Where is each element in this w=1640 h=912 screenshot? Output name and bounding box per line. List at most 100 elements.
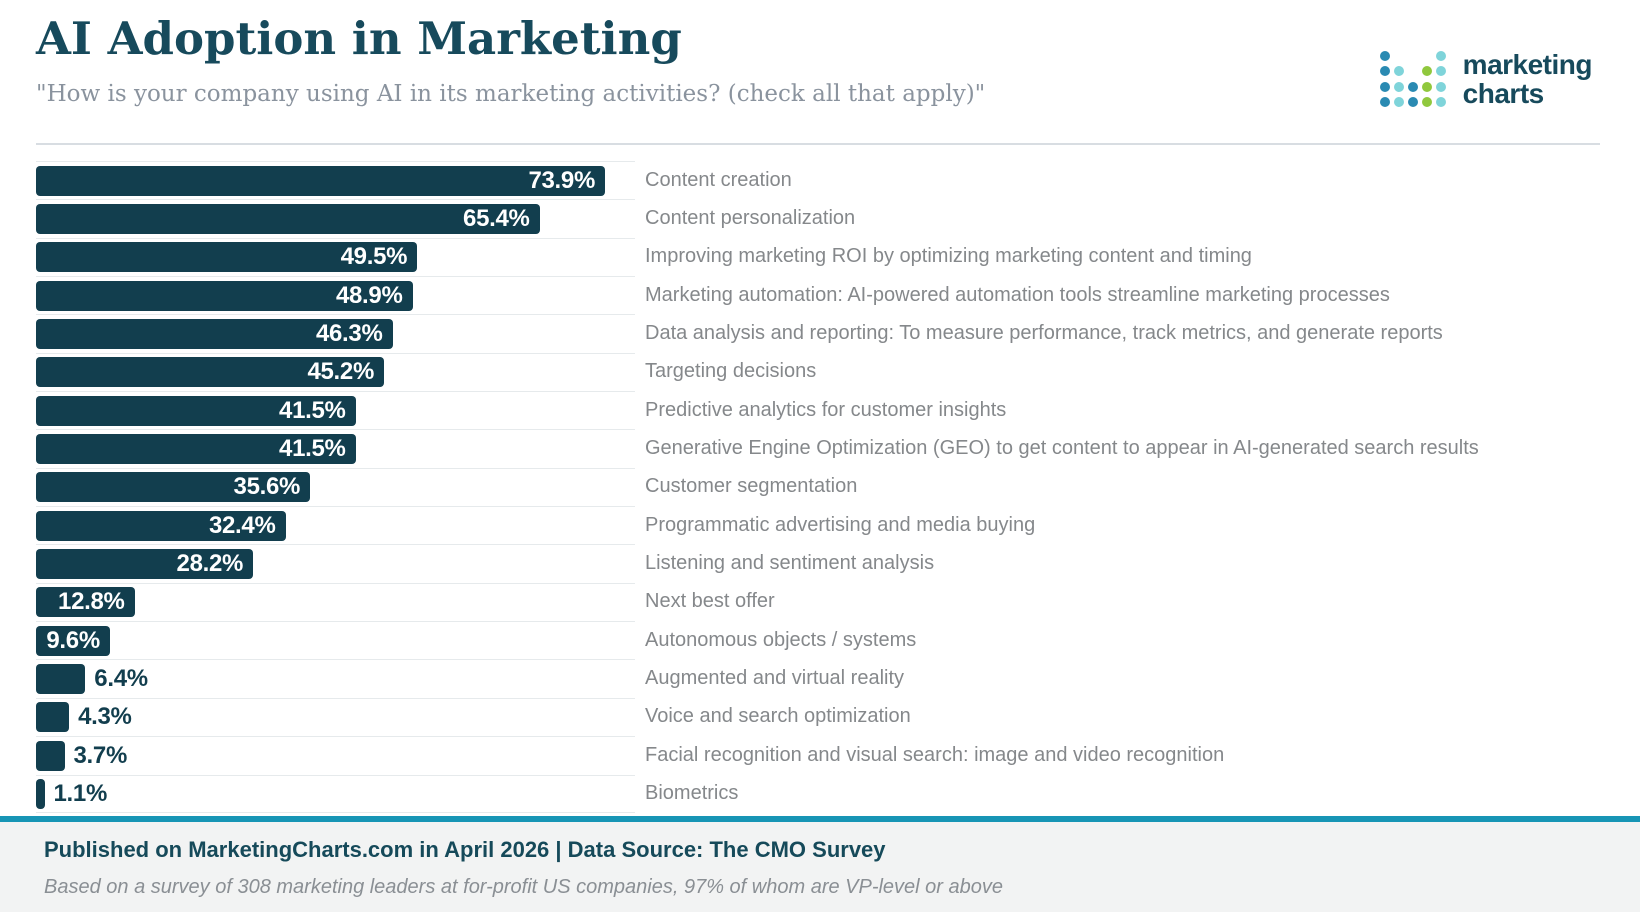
bar: 9.6%	[36, 625, 110, 656]
teal-dot-icon	[1435, 97, 1446, 108]
category-label: Content personalization	[645, 207, 856, 230]
chart-row: 28.2% Listening and sentiment analysis	[36, 544, 1600, 582]
bar-track: 28.2%	[36, 544, 635, 582]
chart-row: 32.4% Programmatic advertising and media …	[36, 506, 1600, 544]
bar-track: 1.1%	[36, 774, 635, 813]
bar-value-label: 48.9%	[335, 281, 403, 309]
chart-row: 4.3% Voice and search optimization	[36, 697, 1600, 736]
category-label: Improving marketing ROI by optimizing ma…	[645, 245, 1252, 268]
bar-track: 3.7%	[36, 736, 635, 774]
blue-dot-icon	[1379, 50, 1390, 61]
bar-value-label: 46.3%	[315, 320, 383, 348]
category-label: Programmatic advertising and media buyin…	[645, 513, 1036, 536]
logo-dots-icon	[1379, 50, 1446, 108]
chart-row: 73.9% Content creation	[36, 161, 1600, 199]
bar-value-label: 49.5%	[340, 243, 408, 271]
blue-dot-icon	[1379, 81, 1390, 92]
category-label: Voice and search optimization	[645, 705, 911, 728]
bar	[36, 778, 45, 809]
green-dot-icon	[1421, 97, 1432, 108]
chart-row: 45.2% Targeting decisions	[36, 352, 1600, 391]
chart-row: 1.1% Biometrics	[36, 774, 1600, 813]
bar-track: 73.9%	[36, 161, 635, 199]
bar-track: 49.5%	[36, 237, 635, 276]
bar-track: 48.9%	[36, 276, 635, 314]
empty-dot	[1394, 51, 1404, 61]
chart-subtitle: "How is your company using AI in its mar…	[36, 80, 986, 107]
blue-dot-icon	[1407, 97, 1418, 108]
empty-dot	[1422, 51, 1432, 61]
bar: 65.4%	[36, 204, 540, 235]
bar-value-label: 1.1%	[53, 779, 108, 807]
bar: 12.8%	[36, 587, 135, 618]
empty-dot	[1408, 66, 1418, 76]
category-label: Data analysis and reporting: To measure …	[645, 322, 1443, 345]
bar-value-label: 45.2%	[307, 358, 374, 386]
category-label: Autonomous objects / systems	[645, 628, 917, 651]
blue-dot-icon	[1379, 97, 1390, 108]
bar-value-label: 41.5%	[279, 435, 346, 463]
chart-row: 65.4% Content personalization	[36, 199, 1600, 237]
bar-value-label: 3.7%	[73, 741, 128, 769]
green-dot-icon	[1421, 81, 1432, 92]
bar	[36, 740, 65, 771]
category-label: Facial recognition and visual search: im…	[645, 743, 1225, 766]
logo-word-marketing: marketing	[1462, 49, 1593, 80]
category-label: Augmented and virtual reality	[645, 667, 905, 690]
teal-dot-icon	[1435, 50, 1446, 61]
bar: 28.2%	[36, 549, 254, 580]
chart-rows: 73.9% Content creation 65.4% Content person…	[36, 161, 1600, 813]
bar-value-label: 41.5%	[279, 396, 346, 424]
teal-dot-icon	[1435, 66, 1446, 77]
bar-track: 6.4%	[36, 659, 635, 697]
chart-row: 48.9% Marketing automation: AI-powered au…	[36, 276, 1600, 314]
teal-dot-icon	[1435, 81, 1446, 92]
bar: 49.5%	[36, 242, 418, 273]
bar: 46.3%	[36, 319, 393, 350]
bar: 48.9%	[36, 280, 413, 311]
bar-track: 65.4%	[36, 199, 635, 237]
footer-source-line: Published on MarketingCharts.com in Apri…	[44, 837, 886, 862]
category-label: Generative Engine Optimization (GEO) to …	[645, 437, 1479, 460]
teal-dot-icon	[1393, 97, 1404, 108]
header: AI Adoption in Marketing "How is your co…	[36, 14, 1600, 107]
bar: 45.2%	[36, 357, 384, 388]
chart-row: 46.3% Data analysis and reporting: To mea…	[36, 314, 1600, 352]
bar-value-label: 35.6%	[233, 473, 301, 501]
bar-value-label: 12.8%	[58, 588, 125, 616]
category-label: Next best offer	[645, 590, 775, 613]
chart-row: 41.5% Predictive analytics for customer i…	[36, 391, 1600, 429]
teal-dot-icon	[1393, 81, 1404, 92]
chart-row: 12.8% Next best offer	[36, 582, 1600, 621]
bar-track: 45.2%	[36, 352, 635, 391]
category-label: Content creation	[645, 168, 792, 191]
chart-row: 41.5% Generative Engine Optimization (GEO…	[36, 429, 1600, 467]
bar-track: 41.5%	[36, 391, 635, 429]
chart-row: 9.6% Autonomous objects / systems	[36, 621, 1600, 659]
logo-wordmark: marketing charts	[1462, 49, 1593, 108]
chart-row: 35.6% Customer segmentation	[36, 467, 1600, 506]
bar-track: 4.3%	[36, 697, 635, 736]
footer-accent-rule	[0, 816, 1640, 822]
bar	[36, 664, 86, 695]
bar: 32.4%	[36, 510, 286, 541]
teal-dot-icon	[1393, 66, 1404, 77]
page-title: AI Adoption in Marketing	[36, 12, 682, 65]
bar: 41.5%	[36, 395, 356, 426]
chart-row: 49.5% Improving marketing ROI by optimizi…	[36, 237, 1600, 276]
bar-value-label: 4.3%	[78, 703, 132, 731]
chart-row: 3.7% Facial recognition and visual search…	[36, 736, 1600, 774]
bar-track: 41.5%	[36, 429, 635, 467]
bar-track: 32.4%	[36, 506, 635, 544]
bar-track: 9.6%	[36, 621, 635, 659]
chart-row: 6.4% Augmented and virtual reality	[36, 659, 1600, 697]
blue-dot-icon	[1379, 66, 1390, 77]
bar-track: 12.8%	[36, 582, 635, 621]
bar-value-label: 6.4%	[94, 665, 148, 693]
bar-value-label: 28.2%	[176, 550, 244, 578]
category-label: Targeting decisions	[645, 360, 817, 383]
bar-value-label: 9.6%	[46, 626, 100, 654]
bar-value-label: 65.4%	[463, 205, 530, 233]
bar: 41.5%	[36, 434, 356, 465]
category-label: Marketing automation: AI-powered automat…	[645, 283, 1390, 306]
